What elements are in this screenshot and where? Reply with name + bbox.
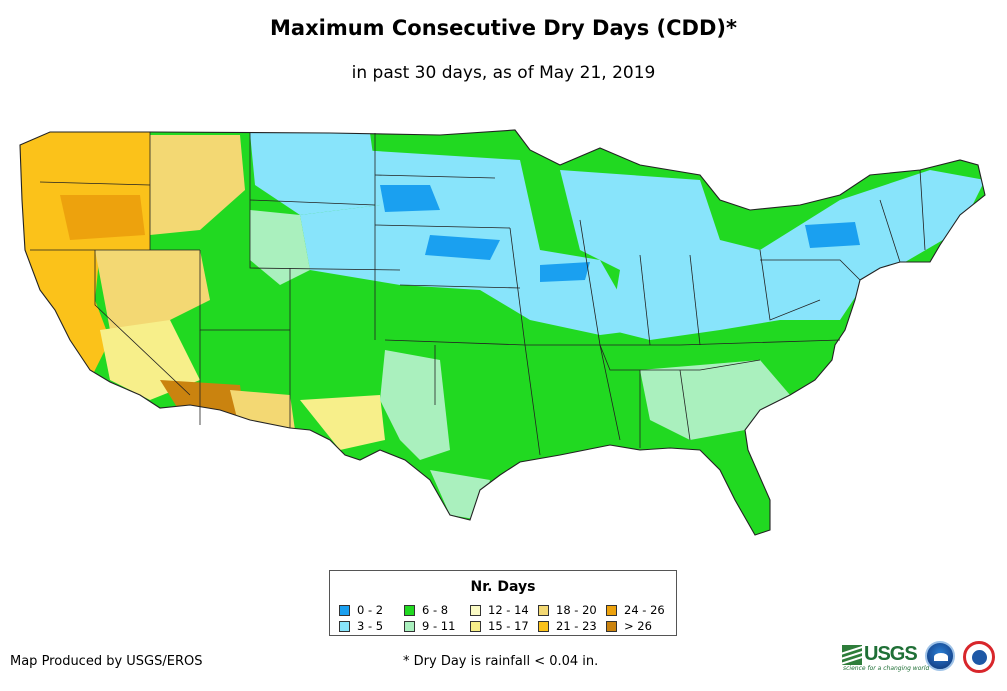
usgs-logo: USGS — [842, 643, 918, 666]
region-kansas-darkblue — [540, 262, 590, 282]
legend-item-6-8: 6 - 8 — [404, 603, 448, 617]
legend-label: > 26 — [624, 619, 652, 633]
legend-swatch — [606, 620, 617, 632]
region-oregon-darker — [60, 195, 145, 240]
legend-label: 15 - 17 — [488, 619, 529, 633]
legend-swatch — [339, 620, 350, 632]
usgs-logo-text: USGS — [864, 643, 918, 665]
legend-item-12-14: 12 - 14 — [470, 603, 529, 617]
region-montana-blue — [250, 133, 380, 215]
legend-swatch — [538, 620, 549, 632]
legend-swatch — [339, 604, 350, 616]
legend-swatch — [538, 604, 549, 616]
legend-label: 9 - 11 — [422, 619, 456, 633]
region-ny-darkblue — [805, 222, 860, 248]
legend-label: 21 - 23 — [556, 619, 597, 633]
legend-swatch — [404, 604, 415, 616]
legend-item-21-23: 21 - 23 — [538, 619, 597, 633]
region-idaho-yellow — [150, 135, 245, 235]
noaa-logo-icon — [925, 641, 955, 671]
legend-item-0-2: 0 - 2 — [339, 603, 383, 617]
legend-item-3-5: 3 - 5 — [339, 619, 383, 633]
map-subtitle: in past 30 days, as of May 21, 2019 — [351, 63, 656, 83]
region-texas-mint — [380, 350, 450, 460]
legend-item-9-11: 9 - 11 — [404, 619, 455, 633]
region-dakota-darkblue — [380, 185, 440, 212]
region-nevada-yellow — [95, 250, 210, 330]
nws-logo-icon — [963, 641, 995, 673]
legend-item-15-17: 15 - 17 — [470, 619, 529, 633]
legend-swatch — [404, 620, 415, 632]
region-arizona-orange — [230, 390, 295, 430]
region-socal-yellow — [100, 320, 200, 400]
legend-item-gt-26: > 26 — [606, 619, 652, 633]
legend-swatch — [470, 604, 481, 616]
credit-text: Map Produced by USGS/EROS — [10, 654, 203, 669]
legend-label: 18 - 20 — [556, 603, 597, 617]
region-colorado-mint — [250, 210, 310, 285]
legend-swatch — [606, 604, 617, 616]
usgs-tagline: science for a changing world — [843, 665, 930, 672]
state-boundaries — [19, 129, 986, 536]
dry-day-note: * Dry Day is rainfall < 0.04 in. — [403, 654, 599, 669]
legend-swatch — [470, 620, 481, 632]
region-nebraska-darkblue — [425, 235, 500, 260]
map-title: Maximum Consecutive Dry Days (CDD)* — [270, 16, 737, 40]
region-midwest-blue — [560, 170, 985, 340]
usgs-wave-icon — [842, 644, 862, 665]
us-landmass — [20, 130, 985, 535]
legend-label: 24 - 26 — [624, 603, 665, 617]
legend-item-24-26: 24 - 26 — [606, 603, 665, 617]
legend: Nr. Days 0 - 2 3 - 5 6 - 8 9 - 11 12 - 1… — [329, 570, 677, 636]
legend-title: Nr. Days — [470, 579, 536, 595]
region-nm-yellow — [300, 395, 385, 450]
legend-label: 3 - 5 — [357, 619, 384, 633]
legend-label: 6 - 8 — [422, 603, 449, 617]
legend-label: 12 - 14 — [488, 603, 529, 617]
legend-item-18-20: 18 - 20 — [538, 603, 597, 617]
legend-label: 0 - 2 — [357, 603, 384, 617]
